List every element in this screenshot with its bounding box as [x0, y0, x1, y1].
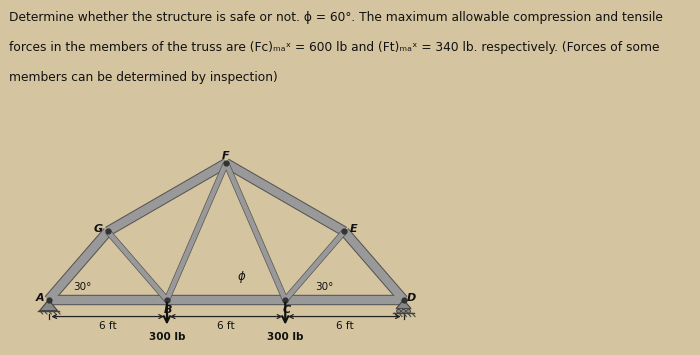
Text: 6 ft: 6 ft	[217, 322, 235, 332]
Circle shape	[397, 309, 400, 313]
Text: ϕ: ϕ	[238, 270, 246, 283]
Text: 300 lb: 300 lb	[267, 332, 304, 342]
Circle shape	[402, 309, 405, 313]
Text: D: D	[407, 293, 416, 303]
Text: C: C	[283, 305, 291, 315]
Text: E: E	[349, 224, 357, 234]
Text: 30°: 30°	[74, 282, 92, 292]
Text: B: B	[164, 305, 173, 315]
Text: F: F	[223, 151, 230, 161]
Text: Determine whether the structure is safe or not. ϕ = 60°. The maximum allowable c: Determine whether the structure is safe …	[9, 11, 663, 24]
Text: 30°: 30°	[315, 282, 333, 292]
Text: forces in the members of the truss are (Fc)ₘₐˣ = 600 lb and (Ft)ₘₐˣ = 340 lb. re: forces in the members of the truss are (…	[9, 41, 659, 54]
Text: members can be determined by inspection): members can be determined by inspection)	[9, 71, 278, 84]
Circle shape	[407, 309, 410, 313]
Polygon shape	[396, 300, 411, 308]
Text: A: A	[36, 293, 44, 303]
Text: G: G	[93, 224, 102, 234]
Text: 6 ft: 6 ft	[335, 322, 354, 332]
Polygon shape	[40, 300, 57, 311]
Text: 300 lb: 300 lb	[148, 332, 186, 342]
Text: 6 ft: 6 ft	[99, 322, 116, 332]
